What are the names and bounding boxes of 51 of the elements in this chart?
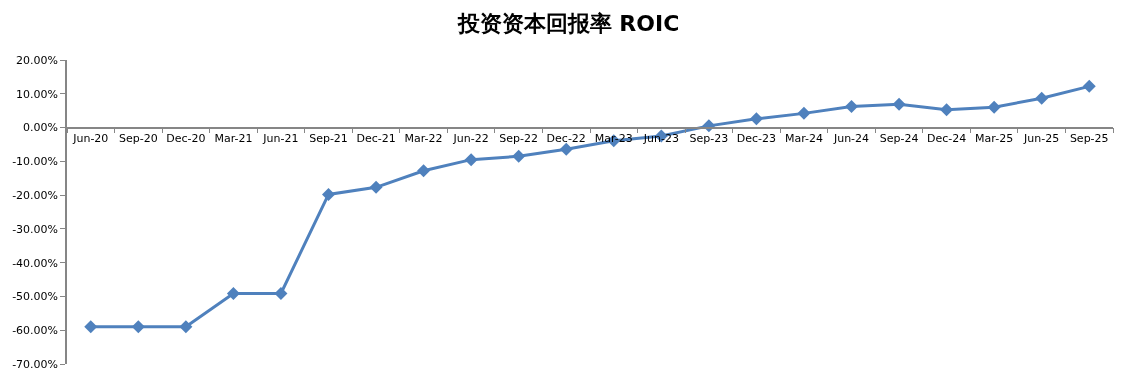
y-tick-label: 0.00%	[23, 121, 59, 135]
x-tick-label: Dec-23	[736, 131, 777, 145]
point	[369, 180, 383, 194]
point	[464, 153, 478, 167]
x-tick-label: Mar-25	[975, 131, 1014, 145]
y-tick-label: -60.00%	[12, 324, 59, 338]
y-tick-label: 20.00%	[16, 53, 59, 67]
y-tick-label: -30.00%	[12, 222, 59, 236]
point	[940, 103, 954, 117]
x-tick-label: Mar-22	[404, 131, 443, 145]
point	[987, 100, 1001, 114]
point	[1035, 91, 1049, 105]
point	[274, 286, 288, 300]
y-tick-label: -70.00%	[12, 357, 59, 371]
x-tick-label: Jun-22	[452, 131, 489, 145]
x-tick-label: Jun-20	[72, 131, 109, 145]
x-tick-label: Dec-24	[926, 131, 967, 145]
x-tick-label: Dec-20	[166, 131, 206, 145]
x-tick-label: Mar-24	[784, 131, 823, 145]
chart-title: 投资资本回报率 ROIC	[456, 10, 680, 36]
point	[226, 286, 240, 300]
x-tick-label: Sep-23	[689, 131, 729, 145]
point	[131, 320, 145, 334]
x-tick-label: Sep-25	[1069, 131, 1109, 145]
x-tick-label: Sep-24	[879, 131, 919, 145]
point	[322, 187, 335, 201]
point	[749, 112, 763, 126]
y-tick-label: -40.00%	[12, 256, 59, 270]
point	[179, 320, 193, 334]
point	[1082, 79, 1096, 93]
point	[559, 142, 573, 156]
x-tick-label: Sep-20	[118, 131, 158, 145]
x-tick-label: Mar-21	[214, 131, 253, 145]
x-tick-label: Dec-21	[356, 131, 396, 145]
point	[512, 149, 526, 163]
x-tick-label: Jun-21	[262, 131, 299, 145]
x-tick-label: Jun-23	[642, 131, 679, 145]
x-tick-label: Sep-22	[499, 131, 539, 145]
point	[797, 106, 811, 120]
x-tick-label: Jun-24	[832, 131, 870, 145]
y-tick-label: -20.00%	[12, 188, 59, 202]
y-tick-label: -10.00%	[12, 155, 59, 169]
point	[84, 320, 98, 334]
point	[845, 100, 858, 114]
x-tick-label: Dec-22	[546, 131, 586, 145]
x-tick-label: Sep-21	[309, 131, 348, 145]
y-tick-label: -50.00%	[12, 290, 59, 304]
x-tick-label: Jun-25	[1023, 131, 1060, 145]
y-tick-label: 10.00%	[16, 87, 59, 101]
point	[417, 164, 431, 178]
point	[892, 97, 906, 111]
